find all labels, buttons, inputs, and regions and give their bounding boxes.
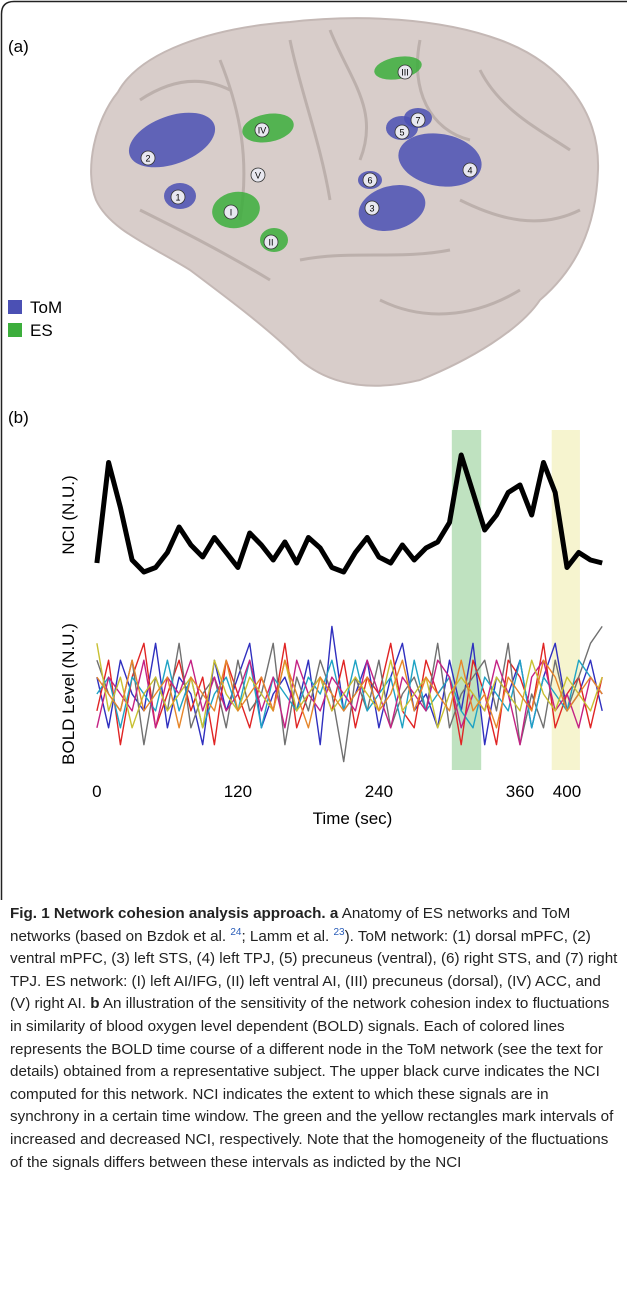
caption-part-label: a bbox=[329, 905, 339, 922]
node-region bbox=[358, 184, 426, 232]
legend-label: ToM bbox=[30, 298, 62, 317]
node-badge bbox=[462, 162, 478, 178]
node-label: II bbox=[268, 238, 273, 248]
x-tick-label: 240 bbox=[365, 782, 393, 801]
node-label: 1 bbox=[175, 193, 180, 203]
x-tick-label: 120 bbox=[224, 782, 252, 801]
node-badge bbox=[170, 189, 186, 205]
legend-swatch bbox=[8, 300, 22, 314]
node-label: 5 bbox=[399, 128, 404, 138]
brain bbox=[90, 17, 600, 387]
node-badge bbox=[410, 112, 426, 128]
legend-label: ES bbox=[30, 321, 53, 340]
frame bbox=[0, 0, 627, 900]
node-badge bbox=[223, 204, 239, 220]
node-badge bbox=[394, 124, 410, 140]
reference[interactable]: 23 bbox=[333, 926, 345, 938]
caption-text: ). ToM network: (1) dorsal mPFC, (2) ven… bbox=[10, 927, 618, 1013]
caption-part-label: b bbox=[90, 995, 100, 1013]
node-label: 4 bbox=[467, 166, 472, 176]
node-badge bbox=[250, 167, 266, 183]
panel-label: (a) bbox=[8, 37, 29, 56]
node-badge bbox=[140, 150, 156, 166]
panel-label: (b) bbox=[8, 408, 29, 427]
node-badge bbox=[254, 122, 270, 138]
node-label: IV bbox=[258, 126, 267, 136]
x-tick-label: 360 bbox=[506, 782, 534, 801]
x-tick-label: 400 bbox=[553, 782, 581, 801]
series-line bbox=[94, 452, 603, 575]
gyri bbox=[139, 29, 581, 316]
node-label: 7 bbox=[415, 116, 420, 126]
brain-shape bbox=[90, 17, 600, 387]
caption-title: Fig. 1 Network cohesion analysis approac… bbox=[10, 905, 326, 922]
series-line bbox=[96, 626, 603, 763]
node-badge bbox=[263, 234, 279, 250]
node-label: III bbox=[401, 68, 409, 78]
node-badge bbox=[397, 64, 413, 80]
x-axis-label: Time (sec) bbox=[313, 809, 393, 828]
caption: Fig. 1 Network cohesion analysis approac… bbox=[10, 903, 618, 1174]
y-axis-label: NCI (N.U.) bbox=[59, 475, 78, 554]
legend-swatch bbox=[8, 323, 22, 337]
node-label: V bbox=[255, 171, 261, 181]
node-label: I bbox=[230, 208, 233, 218]
node-badge bbox=[362, 172, 378, 188]
series-line bbox=[96, 659, 603, 729]
node-label: 6 bbox=[367, 176, 372, 186]
node-badge bbox=[364, 200, 380, 216]
caption-text: An illustration of the sensitivity of th… bbox=[10, 995, 614, 1171]
caption-text: Anatomy of ES networks and ToM networks … bbox=[10, 905, 571, 945]
highlight-interval bbox=[551, 430, 580, 770]
series-line bbox=[96, 642, 603, 746]
y-axis-label: BOLD Level (N.U.) bbox=[59, 623, 78, 765]
caption-text: ; Lamm et al. bbox=[241, 927, 330, 945]
x-tick-label: 0 bbox=[92, 782, 101, 801]
reference[interactable]: 24 bbox=[230, 926, 242, 938]
series-line bbox=[96, 643, 603, 729]
node-label: 2 bbox=[145, 154, 150, 164]
node-label: 3 bbox=[369, 204, 374, 214]
node-region bbox=[398, 133, 482, 187]
